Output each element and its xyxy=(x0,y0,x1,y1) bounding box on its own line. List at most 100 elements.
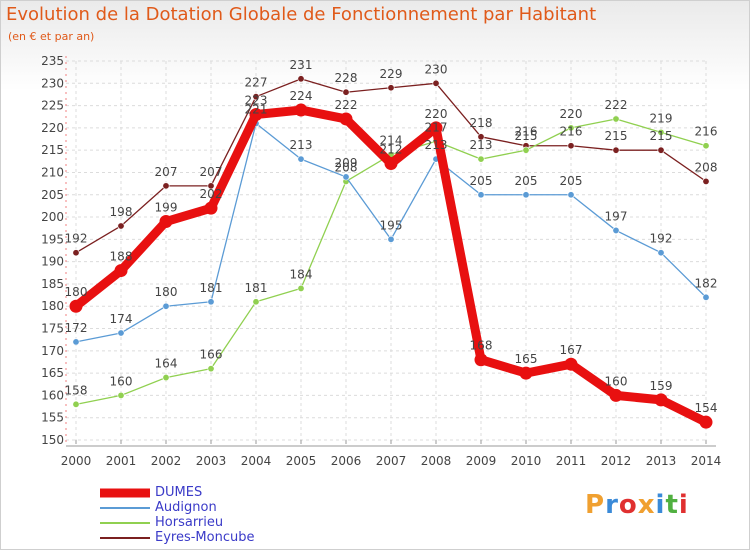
x-tick-label: 2011 xyxy=(556,454,587,468)
data-label: 220 xyxy=(425,107,448,121)
data-label: 168 xyxy=(470,339,493,353)
data-point xyxy=(252,93,260,101)
data-label: 229 xyxy=(380,67,403,81)
y-tick-label: 175 xyxy=(41,322,64,336)
data-label: 222 xyxy=(335,98,358,112)
data-point xyxy=(294,103,308,117)
data-point xyxy=(207,182,215,190)
data-label: 159 xyxy=(650,379,673,393)
data-label: 231 xyxy=(290,58,313,72)
data-label: 212 xyxy=(380,143,403,157)
data-label: 208 xyxy=(335,160,358,174)
grid xyxy=(66,60,707,441)
logo-letter: t xyxy=(665,490,679,520)
data-point xyxy=(162,374,170,382)
data-point xyxy=(612,226,620,234)
y-tick-label: 195 xyxy=(41,232,64,246)
y-tick-label: 190 xyxy=(41,255,64,269)
data-point xyxy=(477,133,485,141)
data-label: 205 xyxy=(560,174,583,188)
proxiti-logo: Proxiti xyxy=(585,490,689,520)
legend-label: DUMES xyxy=(155,485,203,500)
data-label: 228 xyxy=(335,71,358,85)
data-label: 227 xyxy=(245,76,268,90)
x-tick-label: 2005 xyxy=(286,454,317,468)
data-label: 160 xyxy=(110,374,133,388)
legend-swatch xyxy=(100,521,150,524)
legend-swatch xyxy=(100,536,150,539)
data-label: 160 xyxy=(605,374,628,388)
data-label: 207 xyxy=(200,165,223,179)
data-point xyxy=(159,215,173,229)
legend-label: Eyres-Moncube xyxy=(155,530,255,545)
data-point xyxy=(72,400,80,408)
y-tick-label: 225 xyxy=(41,99,64,113)
data-point xyxy=(69,299,83,313)
data-label: 180 xyxy=(65,285,88,299)
data-label: 165 xyxy=(515,352,538,366)
data-point xyxy=(477,155,485,163)
data-label: 180 xyxy=(155,285,178,299)
data-point xyxy=(657,249,665,257)
axes: 1501551601651701751801851901952002052102… xyxy=(41,54,721,468)
data-label: 215 xyxy=(650,129,673,143)
chart-title: Evolution de la Dotation Globale de Fonc… xyxy=(6,4,597,25)
x-tick-label: 2006 xyxy=(331,454,362,468)
x-tick-label: 2014 xyxy=(691,454,722,468)
data-label: 154 xyxy=(695,401,718,415)
data-label: 216 xyxy=(515,125,538,139)
data-point xyxy=(249,108,263,122)
legend-label: Horsarrieu xyxy=(155,515,224,530)
data-point xyxy=(387,235,395,243)
data-label: 223 xyxy=(245,94,268,108)
logo-letter: x xyxy=(637,490,656,520)
x-tick-label: 2007 xyxy=(376,454,407,468)
data-point xyxy=(117,222,125,230)
x-tick-label: 2012 xyxy=(601,454,632,468)
data-point xyxy=(342,88,350,96)
logo-letter: i xyxy=(678,490,689,520)
data-point xyxy=(339,112,353,126)
data-point xyxy=(342,173,350,181)
x-tick-label: 2003 xyxy=(196,454,227,468)
legend-swatch xyxy=(100,506,150,509)
data-point xyxy=(297,75,305,83)
y-tick-label: 200 xyxy=(41,210,64,224)
data-label: 158 xyxy=(65,383,88,397)
data-label: 205 xyxy=(470,174,493,188)
y-tick-label: 235 xyxy=(41,54,64,68)
data-label: 182 xyxy=(695,276,718,290)
data-label: 202 xyxy=(200,187,223,201)
data-point xyxy=(297,155,305,163)
data-label: 214 xyxy=(380,134,403,148)
data-label: 215 xyxy=(515,129,538,143)
data-label: 197 xyxy=(605,209,628,223)
y-tick-label: 185 xyxy=(41,277,64,291)
data-point xyxy=(657,146,665,154)
x-tick-label: 2004 xyxy=(241,454,272,468)
data-label: 213 xyxy=(425,138,448,152)
data-point xyxy=(72,338,80,346)
x-tick-label: 2010 xyxy=(511,454,542,468)
data-label: 205 xyxy=(515,174,538,188)
data-point xyxy=(429,121,443,135)
logo-letter: r xyxy=(605,490,619,520)
data-label: 208 xyxy=(695,160,718,174)
data-point xyxy=(387,84,395,92)
y-tick-label: 180 xyxy=(41,299,64,313)
data-label: 215 xyxy=(605,129,628,143)
data-label: 192 xyxy=(650,232,673,246)
data-label: 230 xyxy=(425,62,448,76)
logo-letter: i xyxy=(655,490,666,520)
data-label: 195 xyxy=(380,218,403,232)
data-point xyxy=(162,182,170,190)
data-point xyxy=(567,191,575,199)
data-label: 166 xyxy=(200,348,223,362)
data-point xyxy=(72,249,80,257)
data-point xyxy=(252,298,260,306)
data-point xyxy=(609,388,623,402)
x-tick-label: 2001 xyxy=(106,454,137,468)
logo-letter: o xyxy=(618,490,638,520)
data-label: 216 xyxy=(560,125,583,139)
